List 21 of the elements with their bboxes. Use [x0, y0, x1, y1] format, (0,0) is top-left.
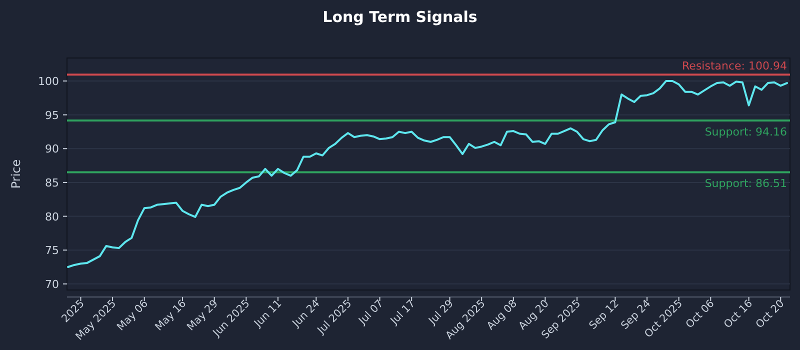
y-tick-label: 100 — [38, 74, 59, 88]
ref-line-label: Support: 94.16 — [704, 126, 787, 138]
x-tick-label: Jun 11 — [251, 298, 284, 330]
x-tick-label: Jul 17 — [388, 298, 418, 328]
chart-title: Long Term Signals — [322, 8, 478, 26]
y-tick-label: 75 — [45, 244, 59, 258]
x-tick-label: Jul 07 — [356, 298, 386, 328]
x-tick-label: Oct 16 — [722, 297, 756, 331]
y-tick-label: 70 — [45, 278, 59, 291]
y-tick-label: 85 — [45, 176, 59, 190]
y-tick-label: 80 — [45, 210, 59, 224]
x-tick-label: Sep 12 — [587, 298, 622, 332]
x-tick-label: Oct 20 — [754, 298, 787, 331]
x-tick-label: Jul 29 — [426, 298, 456, 328]
x-tick-label: Oct 06 — [684, 297, 717, 331]
y-axis-title: Price — [9, 159, 23, 189]
ref-line-label: Resistance: 100.94 — [682, 60, 787, 73]
y-tick-label: 95 — [45, 108, 59, 122]
ref-line-label: Support: 86.51 — [704, 177, 787, 190]
y-tick-label: 90 — [45, 142, 59, 156]
line-series — [67, 80, 788, 268]
